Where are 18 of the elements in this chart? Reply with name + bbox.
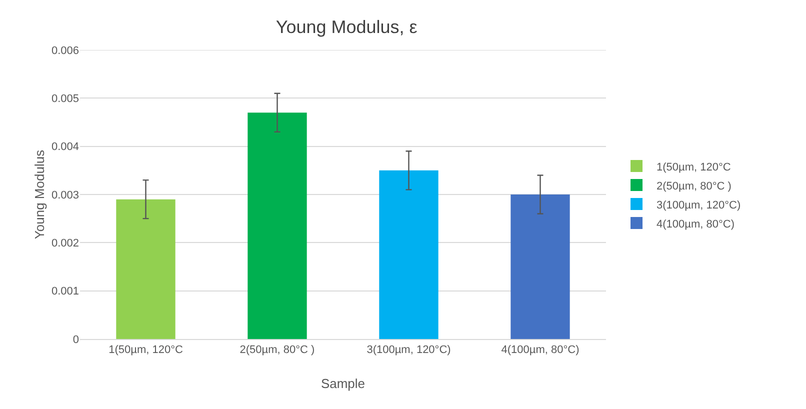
chart-title: Young Modulus, ε xyxy=(276,17,418,38)
y-tick-label: 0.005 xyxy=(51,93,79,106)
y-axis-title: Young Modulus xyxy=(32,149,47,240)
y-tick-label: 0 xyxy=(72,334,79,346)
y-tick-label: 0.003 xyxy=(51,189,79,202)
legend-label: 2(50µm, 80°C ) xyxy=(656,180,732,192)
x-tick-label: 2(50µm, 80°C ) xyxy=(240,344,315,356)
legend-label: 3(100µm, 120°C) xyxy=(656,199,741,212)
y-tick-label: 0.001 xyxy=(51,286,79,298)
legend-label: 1(50µm, 120°C xyxy=(656,161,731,174)
y-tick-label: 0.004 xyxy=(51,141,79,154)
legend-label: 4(100µm, 80°C) xyxy=(656,218,735,230)
y-tick-label: 0.006 xyxy=(51,44,79,57)
x-axis-title: Sample xyxy=(320,376,366,391)
x-tick-label: 1(50µm, 120°C xyxy=(108,344,183,356)
x-tick-label: 4(100µm, 80°C) xyxy=(501,344,580,356)
x-tick-label: 3(100µm, 120°C) xyxy=(366,344,451,356)
y-tick-label: 0.002 xyxy=(51,238,79,250)
